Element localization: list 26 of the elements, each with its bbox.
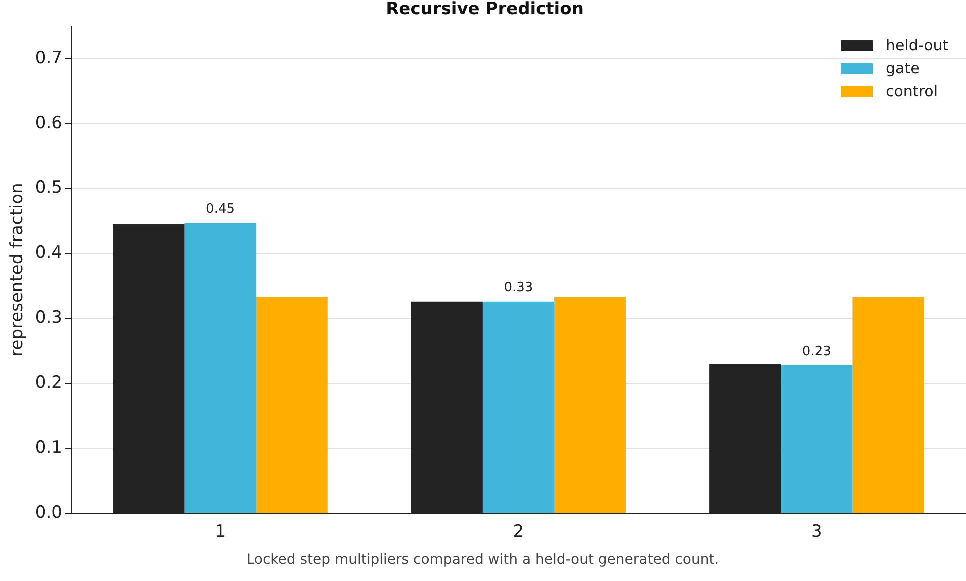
y-tick-label: 0.5 (35, 178, 62, 198)
bar (852, 297, 924, 514)
y-tick-label: 0.4 (35, 243, 62, 264)
bar (554, 297, 626, 514)
bar (781, 365, 853, 514)
y-tick-label: 0.6 (35, 113, 62, 134)
y-tick-label: 0.0 (35, 503, 62, 524)
y-tick-label: 0.2 (35, 373, 62, 394)
chart-title: Recursive Prediction (386, 0, 584, 20)
y-tick-label: 0.3 (35, 308, 62, 328)
x-tick-label: 3 (811, 522, 822, 542)
data-label: 0.23 (802, 344, 832, 360)
x-tick-label: 2 (513, 522, 524, 542)
legend-label: control (886, 82, 938, 100)
data-label: 0.33 (504, 280, 534, 296)
legend-label: held-out (886, 36, 949, 54)
bar (482, 302, 554, 514)
y-tick-label: 0.7 (35, 48, 62, 68)
text: Locked step multipliers compared with a held-out generated count. (246, 552, 720, 568)
bar (184, 223, 256, 514)
y-axis-title: represented fraction (8, 183, 28, 357)
legend-label: gate (886, 59, 920, 78)
data-label: 0.45 (206, 202, 236, 218)
bar (256, 297, 328, 514)
x-tick-label: 1 (215, 522, 226, 542)
y-tick-label: 0.1 (35, 438, 62, 458)
